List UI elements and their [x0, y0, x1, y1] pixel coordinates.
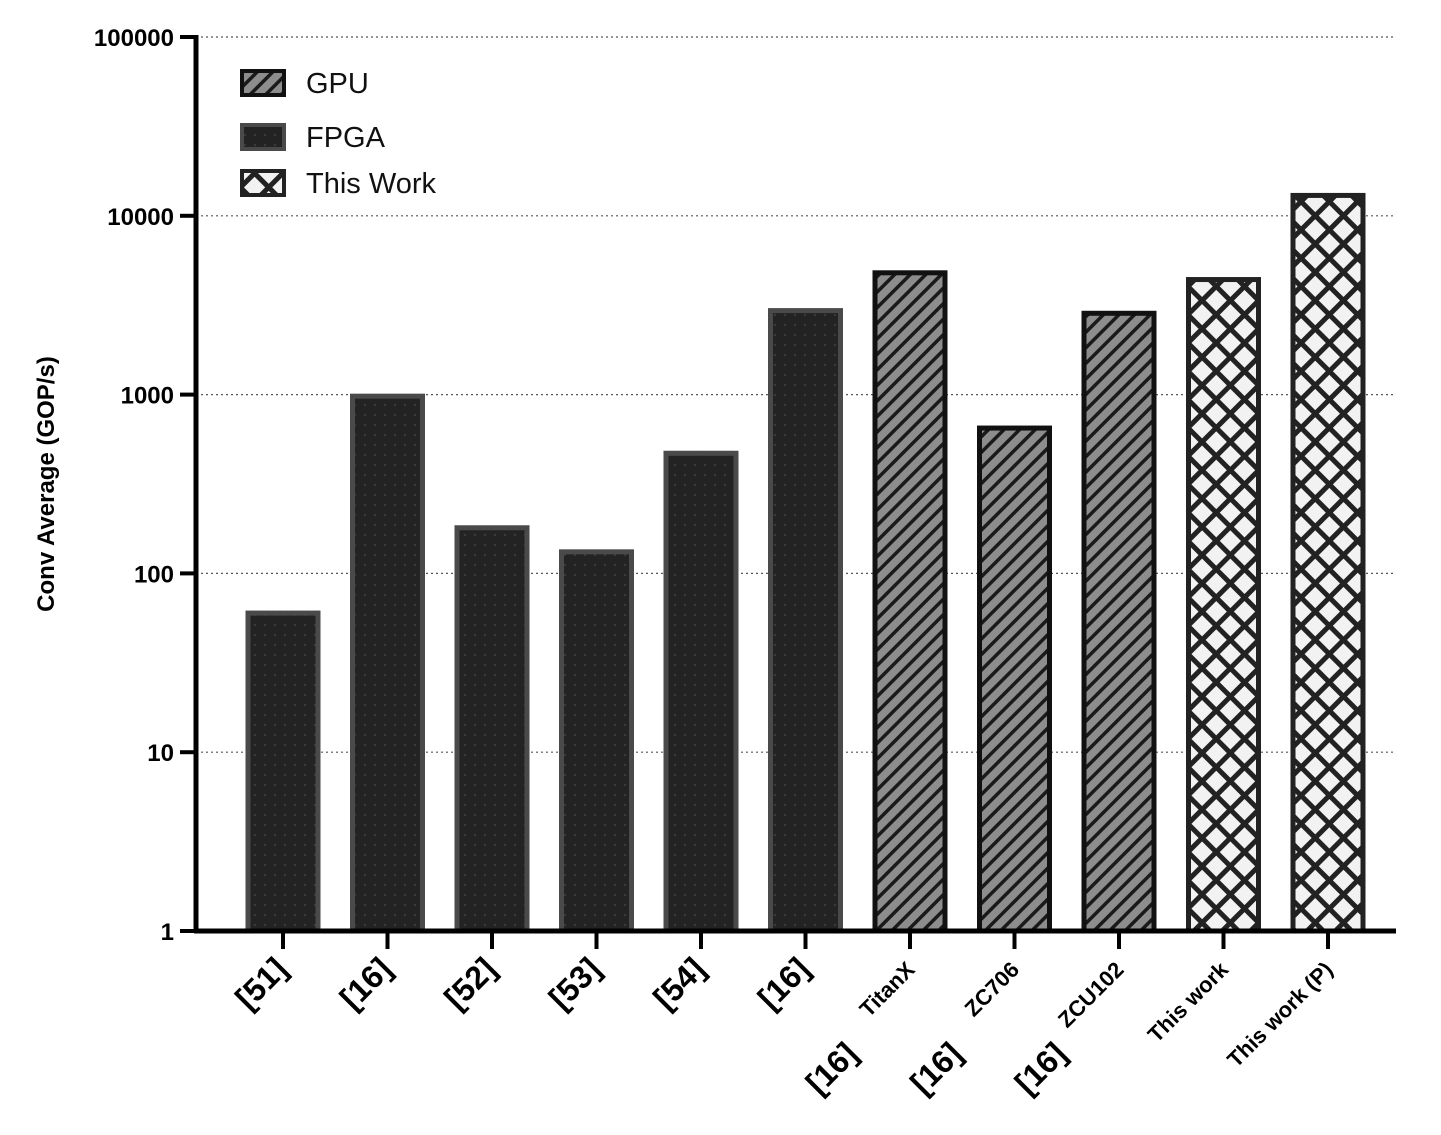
y-tick-label: 10 [147, 740, 174, 767]
y-tick-label: 1 [161, 919, 174, 946]
x-tick-label-group: [54] [646, 950, 712, 1016]
legend: GPU FPGA This Work [240, 68, 436, 200]
x-tick-sublabel: TitanX [855, 957, 920, 1022]
x-tick-label: [51] [228, 950, 294, 1016]
y-axis-label: Conv Average (GOP/s) [33, 356, 60, 612]
y-tick-label: 100 [134, 561, 174, 588]
bar-11 [1290, 192, 1366, 934]
bar-9 [1081, 310, 1157, 934]
x-tick-sublabel: ZCU102 [1053, 957, 1129, 1033]
x-tick-label: [16] [799, 1035, 865, 1101]
x-tick-labels: [51] [16] [52] [53] [54] [16] TitanX [16] ZC706 [… [228, 950, 1337, 1101]
x-tick-label-group: [51] [228, 950, 294, 1016]
bar-8 [977, 425, 1052, 934]
x-tick-sublabel: ZC706 [960, 957, 1024, 1021]
bar-10 [1186, 277, 1261, 934]
legend-label-3: This Work [306, 168, 436, 200]
x-tick-label-group: [16] [333, 950, 399, 1016]
y-tick-labels: 1 10 100 1000 10000 100000 [94, 25, 174, 946]
x-tick-label-group: [52] [437, 950, 503, 1016]
x-tick-label: [16] [1008, 1035, 1074, 1101]
legend-label-1: GPU [306, 68, 369, 100]
x-tick-label: [54] [646, 950, 712, 1016]
x-tick-label: [53] [542, 950, 608, 1016]
legend-swatch-2 [240, 123, 286, 151]
legend-label-2: FPGA [306, 122, 386, 154]
x-tick-label-group: This work [1143, 956, 1234, 1047]
x-tick-label: [16] [903, 1035, 969, 1101]
bar-1 [245, 610, 321, 934]
bar-2 [350, 393, 425, 934]
axes [180, 35, 1396, 949]
bar-3 [454, 525, 530, 934]
legend-swatch-1 [240, 69, 286, 97]
bar-6 [768, 308, 843, 934]
bars [245, 192, 1366, 934]
y-tick-label: 10000 [107, 204, 174, 231]
x-tick-label: This work (P) [1222, 957, 1337, 1072]
x-tick-label-group: [16] [751, 950, 817, 1016]
x-tick-label-group: This work (P) [1222, 957, 1337, 1072]
y-tick-label: 1000 [121, 383, 174, 410]
y-tick-label: 100000 [94, 25, 174, 52]
x-tick-label: [52] [437, 950, 503, 1016]
bar-5 [663, 450, 739, 934]
x-tick-label-group: ZCU102[16] [1008, 957, 1129, 1101]
x-tick-label: This work [1143, 956, 1234, 1047]
x-tick-label-group: [53] [542, 950, 608, 1016]
legend-swatch-3 [240, 169, 286, 197]
x-tick-label: [16] [333, 950, 399, 1016]
bar-4 [559, 549, 634, 934]
x-tick-label: [16] [751, 950, 817, 1016]
bar-7 [872, 270, 948, 934]
